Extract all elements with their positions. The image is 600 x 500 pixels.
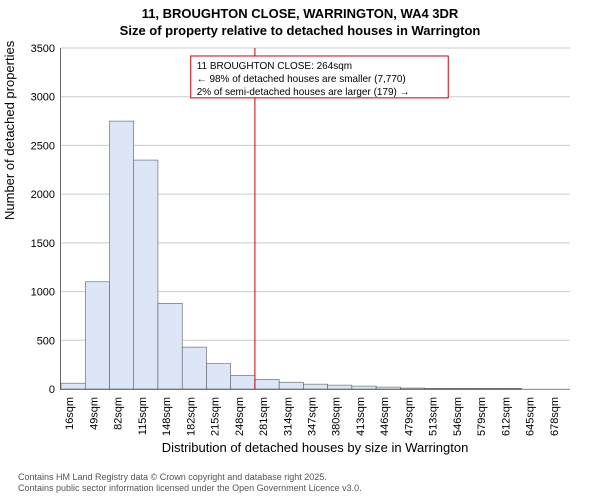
svg-text:380sqm: 380sqm [331,397,343,436]
svg-text:182sqm: 182sqm [185,397,197,436]
chart-title-line1: 11, BROUGHTON CLOSE, WARRINGTON, WA4 3DR [0,6,600,23]
y-tick-labels: 0 500 1000 1500 2000 2500 3000 3500 [31,43,55,396]
svg-text:347sqm: 347sqm [306,397,318,436]
svg-text:2% of semi-detached houses are: 2% of semi-detached houses are larger (1… [197,87,410,98]
bar [376,387,400,389]
svg-text:645sqm: 645sqm [525,397,537,436]
x-tick-labels: 16sqm 49sqm 82sqm 115sqm 148sqm 182sqm 215sqm 2… [64,397,561,436]
svg-text:479sqm: 479sqm [403,397,415,436]
histogram-chart: 11, BROUGHTON CLOSE, WARRINGTON, WA4 3DR… [0,0,600,500]
svg-text:579sqm: 579sqm [476,397,488,436]
svg-text:← 98% of detached houses are s: ← 98% of detached houses are smaller (7,… [197,74,406,85]
bar [134,160,158,389]
svg-text:678sqm: 678sqm [549,397,561,436]
plot-svg: 11 BROUGHTON CLOSE: 264sqm ← 98% of detac… [60,48,570,390]
footer-line1: Contains HM Land Registry data © Crown c… [18,472,362,483]
svg-text:612sqm: 612sqm [500,397,512,436]
svg-text:500: 500 [37,335,55,347]
svg-text:3500: 3500 [31,43,55,55]
bar [158,303,182,389]
chart-title-block: 11, BROUGHTON CLOSE, WARRINGTON, WA4 3DR… [0,0,600,40]
svg-text:513sqm: 513sqm [428,397,440,436]
svg-text:546sqm: 546sqm [452,397,464,436]
bar [182,347,206,389]
svg-text:1500: 1500 [31,238,55,250]
bar [400,388,424,389]
svg-text:148sqm: 148sqm [161,397,173,436]
bar [109,121,133,389]
bar [352,386,376,389]
svg-text:82sqm: 82sqm [113,397,125,430]
svg-text:49sqm: 49sqm [88,397,100,430]
svg-text:115sqm: 115sqm [137,397,149,435]
svg-text:281sqm: 281sqm [258,397,270,436]
footer-line2: Contains public sector information licen… [18,483,362,494]
footer-attribution: Contains HM Land Registry data © Crown c… [18,472,362,494]
bar [61,383,85,389]
bar [328,385,352,389]
svg-text:2500: 2500 [31,140,55,152]
bar [303,384,327,389]
bar [279,382,303,389]
svg-text:3000: 3000 [31,92,55,104]
svg-text:314sqm: 314sqm [282,397,294,436]
y-axis-label: Number of detached properties [2,41,17,220]
chart-title-line2: Size of property relative to detached ho… [0,23,600,40]
svg-text:16sqm: 16sqm [64,397,76,430]
svg-text:11 BROUGHTON CLOSE: 264sqm: 11 BROUGHTON CLOSE: 264sqm [197,61,352,72]
bar [231,375,255,389]
x-axis-label: Distribution of detached houses by size … [60,440,570,455]
svg-text:446sqm: 446sqm [379,397,391,436]
annotation-box: 11 BROUGHTON CLOSE: 264sqm ← 98% of detac… [191,56,448,98]
svg-text:248sqm: 248sqm [234,397,246,436]
bar [85,282,109,389]
bar [255,379,279,389]
bar [206,364,230,389]
bars [61,121,522,389]
svg-text:1000: 1000 [31,287,55,299]
svg-text:215sqm: 215sqm [210,397,222,436]
svg-text:0: 0 [49,384,55,396]
svg-text:413sqm: 413sqm [355,397,367,436]
svg-text:2000: 2000 [31,189,55,201]
